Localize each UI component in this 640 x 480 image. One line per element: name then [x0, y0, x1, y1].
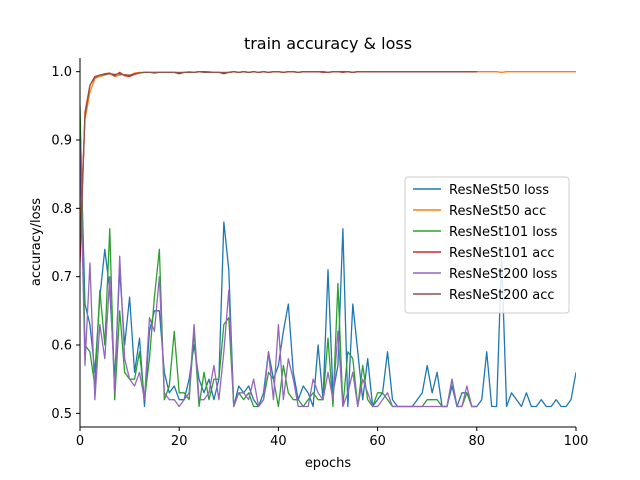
x-tick-label: 60 [369, 434, 386, 449]
legend-label: ResNeSt101 loss [449, 225, 558, 240]
x-tick-label: 40 [270, 434, 287, 449]
x-tick-label: 0 [76, 434, 84, 449]
plot-area [80, 71, 576, 408]
y-axis-ticks: 0.5 0.6 0.7 0.8 0.9 1.0 [51, 65, 80, 422]
x-tick-label: 80 [469, 434, 486, 449]
chart-title: train accuracy & loss [244, 34, 412, 53]
series-line-5 [80, 71, 477, 250]
legend-frame [404, 176, 570, 314]
series-line-4 [80, 139, 477, 408]
legend-label: ResNeSt200 loss [449, 267, 558, 282]
legend: ResNeSt50 loss ResNeSt50 acc ResNeSt101 lo… [404, 176, 570, 314]
legend-label: ResNeSt200 acc [449, 288, 555, 303]
x-axis-label: epochs [305, 456, 352, 471]
legend-label: ResNeSt101 acc [449, 246, 555, 261]
legend-label: ResNeSt50 acc [449, 204, 546, 219]
x-axis-ticks: 0 20 40 60 80 100 [76, 427, 589, 449]
legend-label: ResNeSt50 loss [449, 183, 549, 198]
x-tick-label: 20 [171, 434, 188, 449]
y-axis-label: accuracy/loss [29, 198, 44, 286]
y-tick-label: 0.7 [51, 270, 72, 285]
y-tick-label: 0.9 [51, 134, 72, 149]
y-tick-label: 1.0 [51, 65, 72, 80]
y-tick-label: 0.6 [51, 339, 72, 354]
y-tick-label: 0.8 [51, 202, 72, 217]
x-tick-label: 100 [564, 434, 589, 449]
y-tick-label: 0.5 [51, 407, 72, 422]
